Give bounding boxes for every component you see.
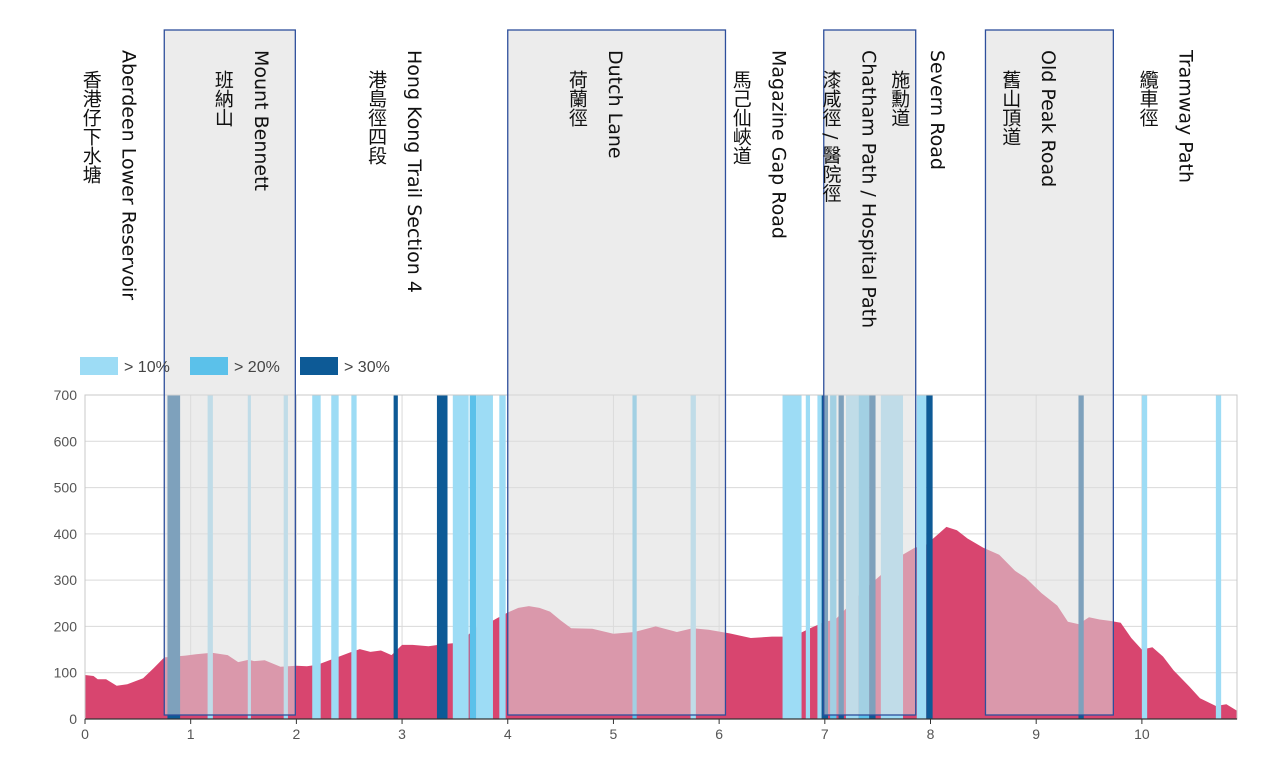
steep-grade-bar <box>469 395 477 719</box>
x-tick-label: 1 <box>187 726 195 742</box>
y-tick-label: 400 <box>54 526 78 542</box>
steep-grade-bar <box>1141 395 1148 719</box>
y-tick-label: 200 <box>54 618 78 634</box>
trail-section-box <box>507 29 727 716</box>
steep-grade-bar <box>331 395 339 719</box>
legend-label: > 20% <box>234 359 280 376</box>
legend-swatch <box>300 357 338 375</box>
place-name-zh: 馬己仙峽道 <box>730 70 752 165</box>
elevation-area <box>85 526 1237 719</box>
place-name-zh: 舊山頂道 <box>999 70 1021 146</box>
y-tick-label: 500 <box>54 480 78 496</box>
place-name-en: Old Peak Road <box>1037 50 1059 187</box>
steep-grade-bar <box>452 395 469 719</box>
steep-grade-bar <box>782 395 802 719</box>
place-name-zh: 荷蘭徑 <box>566 70 588 127</box>
place-annotation: Hong Kong Trail Section 4 港島徑四段 <box>365 50 425 293</box>
x-tick-label: 5 <box>610 726 618 742</box>
y-tick-label: 700 <box>54 387 78 403</box>
place-annotation: Chatham Path / Hospital Path 漆咸徑 / 醫院徑 <box>820 50 880 328</box>
y-tick-labels: 0 100 200 300 400 500 600 700 <box>54 387 78 727</box>
x-tick-labels: 0 1 2 3 4 5 6 7 8 9 10 <box>81 726 1150 742</box>
place-name-zh: 漆咸徑 / 醫院徑 <box>820 70 842 203</box>
place-annotation: Tramway Path 纜車徑 <box>1137 49 1197 183</box>
steep-grade-bar <box>312 395 321 719</box>
trail-section-box <box>163 29 296 716</box>
legend-label: > 10% <box>124 359 170 376</box>
place-name-en: Magazine Gap Road <box>768 50 790 239</box>
y-tick-label: 100 <box>54 665 78 681</box>
steep-grade-bar <box>393 395 398 719</box>
steep-grade-bar <box>926 395 933 719</box>
place-annotation: Aberdeen Lower Reservoir 香港仔下水塘 <box>80 50 140 300</box>
place-annotation: Dutch Lane 荷蘭徑 <box>566 50 626 159</box>
grade-legend: > 10% > 20% > 30% <box>80 357 390 376</box>
legend-swatch <box>190 357 228 375</box>
elevation-area-layer <box>85 526 1237 719</box>
x-tick-label: 9 <box>1032 726 1040 742</box>
place-annotation: Severn Road 施勳道 <box>888 50 948 170</box>
legend-label: > 30% <box>344 359 390 376</box>
place-name-zh: 班納山 <box>212 70 234 127</box>
x-tick-label: 7 <box>821 726 829 742</box>
x-tick-label: 2 <box>292 726 300 742</box>
x-tick-label: 8 <box>927 726 935 742</box>
place-name-en: Mount Bennett <box>250 50 272 191</box>
place-name-zh: 纜車徑 <box>1137 70 1159 127</box>
y-tick-label: 300 <box>54 572 78 588</box>
place-annotation: Mount Bennett 班納山 <box>212 50 272 191</box>
steep-grade-bar <box>817 395 822 719</box>
x-tick-label: 0 <box>81 726 89 742</box>
place-annotation: Old Peak Road 舊山頂道 <box>999 50 1059 187</box>
legend-swatch <box>80 357 118 375</box>
place-name-en: Chatham Path / Hospital Path <box>858 50 880 328</box>
steep-grade-bar <box>436 395 448 719</box>
trail-section-box <box>823 29 917 716</box>
x-tick-label: 4 <box>504 726 512 742</box>
place-name-zh: 港島徑四段 <box>365 70 387 165</box>
place-name-en: Tramway Path <box>1175 49 1197 183</box>
place-annotations: Aberdeen Lower Reservoir 香港仔下水塘 Mount Benn… <box>80 49 1197 328</box>
trail-sections <box>163 29 1114 716</box>
place-annotation: Magazine Gap Road 馬己仙峽道 <box>730 50 790 239</box>
place-name-en: Severn Road <box>926 50 948 170</box>
steep-grade-bar <box>476 395 493 719</box>
steep-grade-bar <box>805 395 811 719</box>
place-name-en: Aberdeen Lower Reservoir <box>118 50 140 300</box>
place-name-en: Hong Kong Trail Section 4 <box>403 50 425 293</box>
place-name-en: Dutch Lane <box>604 50 626 159</box>
steep-grade-bar <box>1215 395 1222 719</box>
steep-grade-bar <box>499 395 506 719</box>
place-name-zh: 香港仔下水塘 <box>80 70 102 184</box>
y-tick-label: 600 <box>54 433 78 449</box>
x-tick-label: 3 <box>398 726 406 742</box>
x-tick-label: 6 <box>715 726 723 742</box>
x-tick-label: 10 <box>1134 726 1150 742</box>
trail-section-box <box>984 29 1114 716</box>
steep-grade-bar <box>351 395 357 719</box>
y-tick-label: 0 <box>69 711 77 727</box>
steep-grade-bar <box>916 395 927 719</box>
place-name-zh: 施勳道 <box>888 70 910 127</box>
